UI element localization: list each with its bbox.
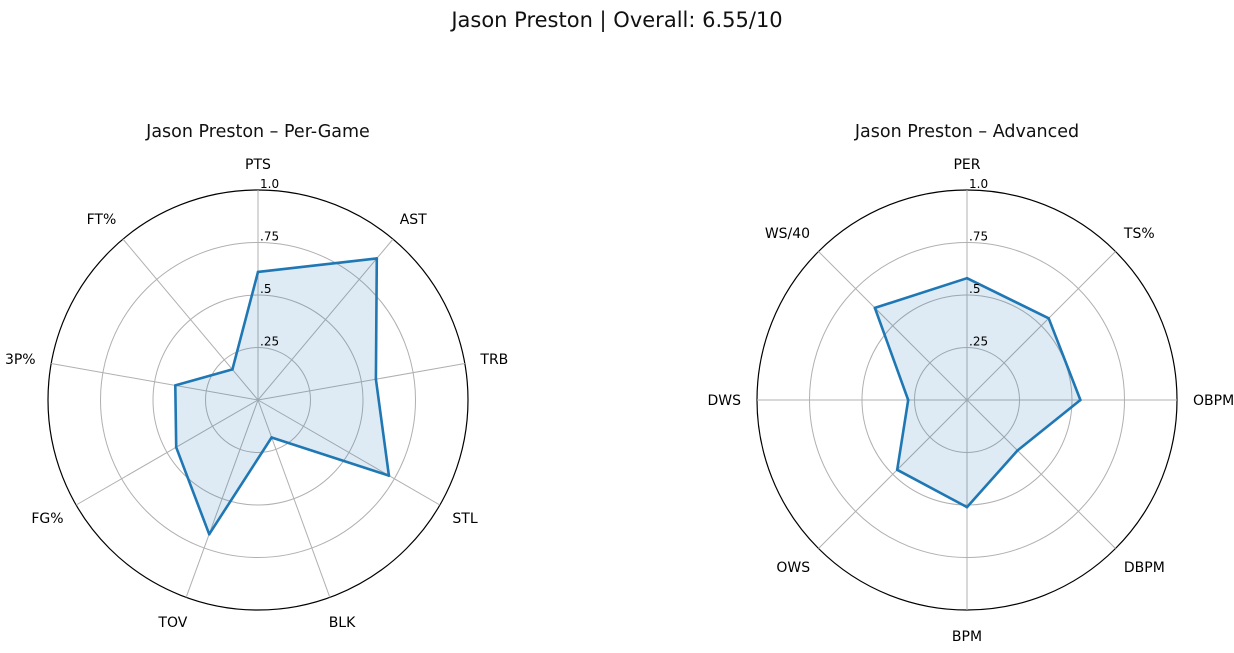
spoke-gridline <box>966 251 1116 401</box>
category-label-blk: BLK <box>329 615 356 631</box>
data-point-trb <box>374 377 378 381</box>
category-label-ast: AST <box>400 212 427 228</box>
radial-tick-label: 1.0 <box>969 177 988 191</box>
spoke-gridline <box>122 238 259 401</box>
figure-title: Jason Preston | Overall: 6.55/10 <box>451 8 783 32</box>
spoke-gridline <box>257 399 331 598</box>
category-label-fg-pct: FG% <box>31 511 63 527</box>
data-point-3p-pct <box>174 384 177 387</box>
data-point-ows <box>895 468 899 472</box>
category-label-ft-pct: FT% <box>87 212 117 228</box>
spoke-gridline <box>966 399 1116 549</box>
data-point-ast <box>375 257 379 260</box>
category-label-pts: PTS <box>245 157 271 173</box>
spoke-gridline <box>818 251 968 401</box>
radial-tick-label: .25 <box>969 335 988 349</box>
spoke-gridline <box>185 399 259 598</box>
category-label-3p-pct: 3P% <box>5 352 36 368</box>
data-point-pts <box>256 270 260 274</box>
radial-tick-label: .5 <box>260 282 271 296</box>
data-point-stl <box>387 474 391 477</box>
radar-panel-advanced: Jason Preston – Advanced .25 .5 .75 1.0 PER TS… <box>707 122 1234 645</box>
data-point-ft-pct <box>231 368 234 371</box>
radial-tick-label: 1.0 <box>260 177 279 191</box>
spoke-gridline <box>257 399 441 506</box>
series-line <box>174 257 391 536</box>
spoke-gridline <box>257 238 394 401</box>
data-point-obpm <box>1079 398 1082 402</box>
category-label-ts-pct: TS% <box>1123 226 1155 242</box>
panel-title: Jason Preston – Advanced <box>854 122 1079 142</box>
radial-tick-label: .75 <box>969 230 988 244</box>
category-label-tov: TOV <box>157 615 187 631</box>
category-label-ows: OWS <box>776 560 810 576</box>
series-area <box>175 258 389 535</box>
category-label-dbpm: DBPM <box>1124 560 1165 576</box>
data-point-bpm <box>965 505 969 509</box>
radial-tick-label: .25 <box>260 335 279 349</box>
category-label-trb: TRB <box>479 352 508 368</box>
radial-tick-label: .75 <box>260 230 279 244</box>
category-label-ws-40: WS/40 <box>765 226 810 242</box>
category-label-obpm: OBPM <box>1193 393 1234 409</box>
data-point-dws <box>906 398 910 402</box>
data-point-tov <box>207 532 211 536</box>
data-point-per <box>965 276 969 280</box>
spoke-gridline <box>51 363 259 401</box>
spoke-gridline <box>75 399 259 506</box>
series-area <box>874 278 1081 508</box>
category-label-dws: DWS <box>707 393 741 409</box>
data-point-ws-40 <box>873 306 877 310</box>
panel-title: Jason Preston – Per-Game <box>145 122 370 142</box>
category-label-stl: STL <box>452 511 477 527</box>
data-point-dbpm <box>1016 449 1019 452</box>
spoke-gridline <box>818 399 968 549</box>
data-point-blk <box>270 436 273 439</box>
data-point-fg-pct <box>174 446 178 449</box>
category-label-per: PER <box>953 157 980 173</box>
spoke-gridline <box>257 363 465 401</box>
radial-tick-label: .5 <box>969 282 980 296</box>
data-point-ts-pct <box>1047 317 1050 320</box>
radar-panel-per-game: Jason Preston – Per-Game .25 .5 .75 1.0 PTS AS… <box>5 122 508 631</box>
category-label-bpm: BPM <box>952 629 982 645</box>
